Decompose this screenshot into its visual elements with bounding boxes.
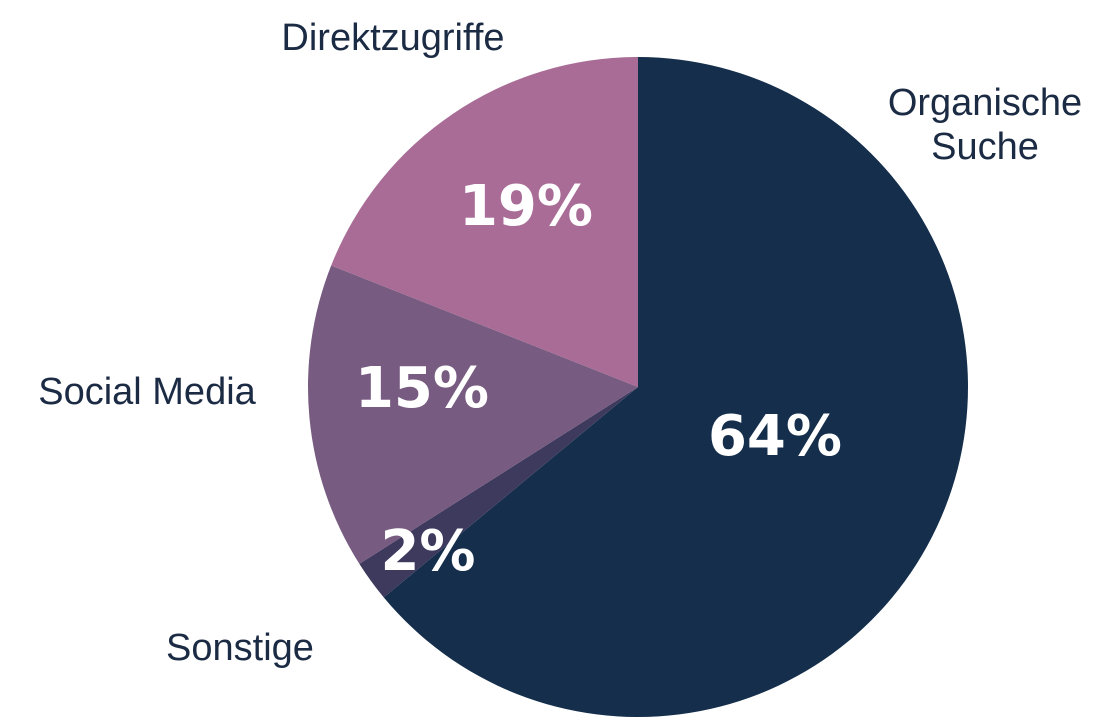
category-label: Organische Suche xyxy=(887,82,1083,168)
pie-slice xyxy=(359,387,638,598)
pie-slice xyxy=(383,57,969,717)
slice-value-label: 64% xyxy=(708,404,842,469)
category-label: Direktzugriffe xyxy=(281,17,505,59)
category-label: Sonstige xyxy=(166,627,314,669)
pie-slice xyxy=(308,265,638,564)
slice-value-label: 15% xyxy=(355,356,489,421)
slice-value-label: 19% xyxy=(459,174,593,239)
slice-value-label: 2% xyxy=(380,519,475,584)
pie-slice xyxy=(331,57,638,387)
category-label: Social Media xyxy=(38,371,256,413)
